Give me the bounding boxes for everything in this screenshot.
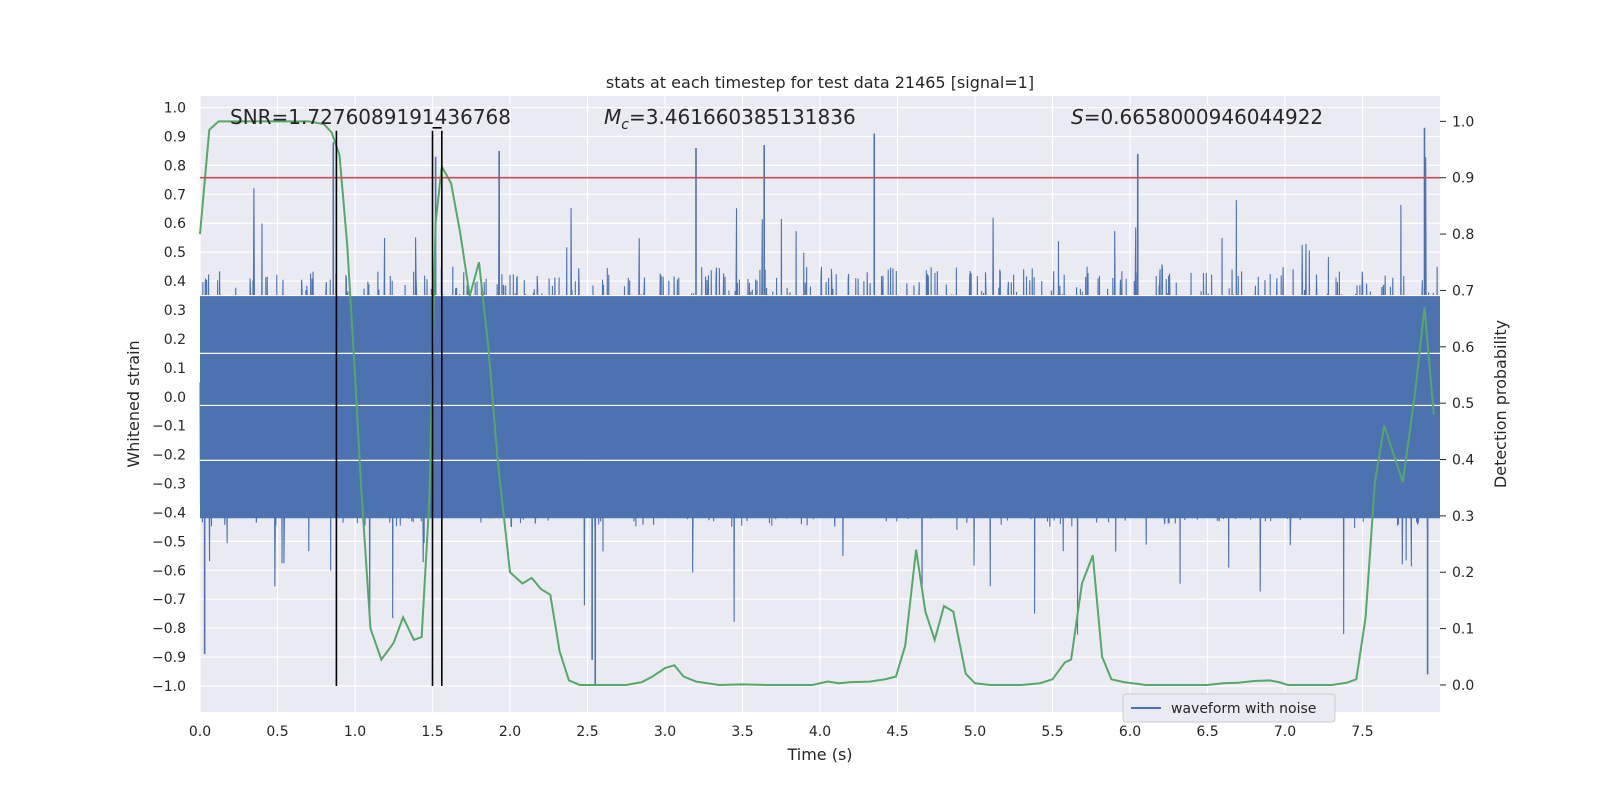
x-axis-ticks: 0.0 0.5 1.0 1.5 2.0 2.5 3.0 3.5 4.0 4.5 5.0 5.5 6.0 6…: [189, 724, 1374, 740]
legend-box: [1122, 693, 1336, 723]
y2-axis-label: Detection probability: [1491, 320, 1510, 488]
y2-tick-label: 0.4: [1452, 453, 1474, 469]
x-tick-label: 0.0: [189, 724, 211, 740]
y2-tick-label: 0.0: [1452, 678, 1474, 694]
y2-tick-label: 0.1: [1452, 622, 1474, 638]
waveform-series: [199, 127, 1441, 686]
y-tick-label: −0.8: [152, 621, 186, 637]
y-tick-label: 0.5: [164, 245, 186, 261]
chart-title: stats at each timestep for test data 214…: [606, 73, 1034, 92]
x-tick-label: 2.0: [499, 724, 521, 740]
y2-tick-label: 1.0: [1452, 114, 1474, 130]
legend-label: waveform with noise: [1171, 701, 1316, 717]
y-tick-label: −0.2: [152, 448, 186, 464]
probability-series: [199, 120, 1435, 686]
x-tick-label: 5.0: [964, 724, 986, 740]
y2-tick-label: 0.2: [1452, 565, 1474, 581]
y2-tick-label: 0.3: [1452, 509, 1474, 525]
y-tick-label: 0.9: [164, 129, 186, 145]
y2-tick-label: 0.5: [1452, 396, 1474, 412]
x-tick-label: 0.5: [266, 724, 288, 740]
mc-value: =3.461660385131836: [629, 105, 856, 129]
y2-tick-label: 0.8: [1452, 227, 1474, 243]
y-tick-label: 1.0: [164, 101, 186, 117]
mc-symbol: M: [604, 105, 621, 129]
y-tick-label: 0.3: [164, 303, 186, 319]
s-annotation: S=0.6658000946044922: [1071, 105, 1323, 129]
y-axis-ticks: 1.0 0.9 0.8 0.7 0.6 0.5 0.4 0.3 0.2 0.1 0.0 −0.1 −0.…: [152, 101, 186, 695]
x-tick-label: 1.5: [421, 724, 443, 740]
probability-line: [199, 120, 1435, 686]
y-tick-label: −0.9: [152, 650, 186, 666]
x-tick-label: 5.5: [1041, 724, 1063, 740]
x-tick-label: 3.0: [654, 724, 676, 740]
x-tick-label: 4.0: [809, 724, 831, 740]
y-tick-label: −0.3: [152, 477, 186, 493]
y-tick-label: 0.8: [164, 158, 186, 174]
y-tick-label: 0.2: [164, 332, 186, 348]
x-tick-label: 7.0: [1274, 724, 1296, 740]
y-tick-label: −0.5: [152, 534, 186, 550]
y-tick-label: 0.1: [164, 361, 186, 377]
y-tick-label: 0.6: [164, 216, 186, 232]
y-axis-label: Whitened strain: [124, 340, 143, 467]
chirp-mass-annotation: Mc=3.461660385131836: [604, 105, 856, 133]
x-axis-label: Time (s): [786, 745, 852, 764]
y-tick-label: −0.7: [152, 592, 186, 608]
x-tick-label: 6.0: [1119, 724, 1141, 740]
snr-annotation: SNR=1.7276089191436768: [230, 105, 511, 129]
x-tick-label: 3.5: [731, 724, 753, 740]
s-symbol: S: [1071, 105, 1084, 129]
x-tick-label: 7.5: [1351, 724, 1373, 740]
waveform-band: [200, 295, 1440, 519]
y-tick-label: 0.0: [164, 390, 186, 406]
y-tick-label: −0.1: [152, 419, 186, 435]
y-tick-label: 0.7: [164, 187, 186, 203]
legend: waveform with noise: [1122, 693, 1336, 723]
x-tick-label: 1.0: [344, 724, 366, 740]
y-tick-label: −0.6: [152, 563, 186, 579]
mc-subscript: c: [621, 117, 629, 133]
y2-axis-ticks: 1.0 0.9 0.8 0.7 0.6 0.5 0.4 0.3 0.2 0.1 0.0: [1440, 114, 1474, 694]
y-tick-label: −0.4: [152, 505, 186, 521]
x-tick-label: 2.5: [576, 724, 598, 740]
y2-tick-label: 0.7: [1452, 283, 1474, 299]
x-tick-label: 4.5: [886, 724, 908, 740]
vertical-marker-lines: [335, 127, 443, 686]
y2-tick-label: 0.6: [1452, 340, 1474, 356]
y-tick-label: −1.0: [152, 679, 186, 695]
y-tick-label: 0.4: [164, 274, 186, 290]
s-value: =0.6658000946044922: [1084, 105, 1323, 129]
x-tick-label: 6.5: [1196, 724, 1218, 740]
y2-tick-label: 0.9: [1452, 171, 1474, 187]
